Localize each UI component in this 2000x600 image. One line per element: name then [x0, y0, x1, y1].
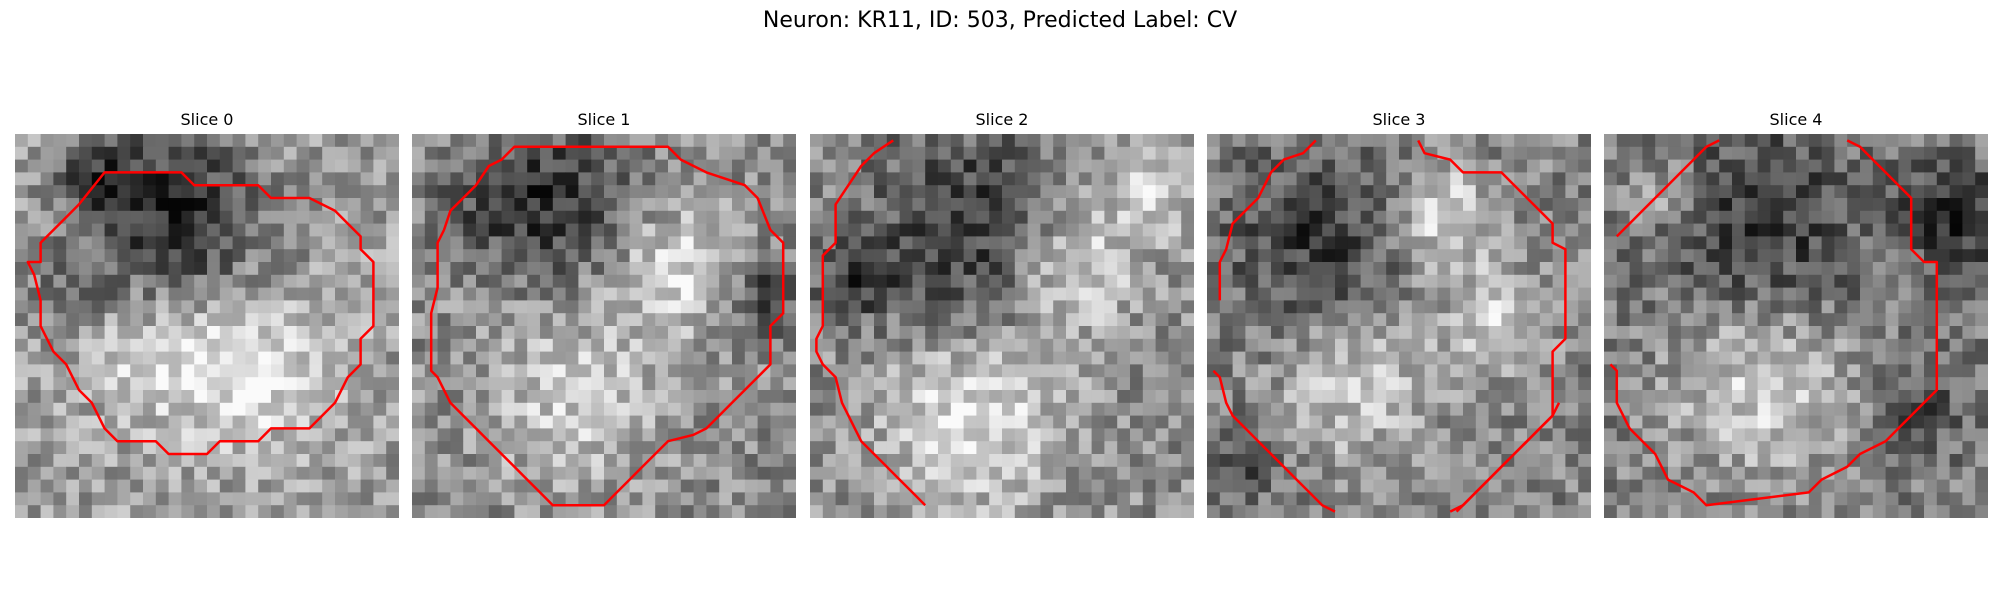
- pixel-grid: [1604, 134, 1988, 518]
- slice-title: Slice 1: [577, 110, 631, 129]
- slice-title: Slice 3: [1372, 110, 1426, 129]
- segmentation-contour: [1212, 369, 1336, 513]
- pixel-grid: [1207, 134, 1591, 518]
- slice-image: [412, 134, 796, 518]
- pixel-grid: [15, 134, 399, 518]
- slice-title: Slice 4: [1769, 110, 1823, 129]
- segmentation-contour: [26, 171, 375, 456]
- pixel-grid: [810, 134, 1194, 518]
- segmentation-contour: [815, 139, 927, 507]
- slice-title: Slice 0: [180, 110, 234, 129]
- slice-image: [15, 134, 399, 518]
- slice-title: Slice 2: [975, 110, 1029, 129]
- figure-title: Neuron: KR11, ID: 503, Predicted Label: …: [762, 8, 1238, 33]
- segmentation-contour: [1218, 139, 1317, 301]
- slice-image: [1604, 134, 1988, 518]
- pixel-grid: [412, 134, 796, 518]
- slice-image: [810, 134, 1194, 518]
- segmentation-contour: [429, 145, 785, 507]
- segmentation-contour: [1609, 139, 1939, 507]
- segmentation-contour: [1449, 402, 1561, 513]
- slice-image: [1207, 134, 1591, 518]
- segmentation-contour: [1615, 139, 1720, 238]
